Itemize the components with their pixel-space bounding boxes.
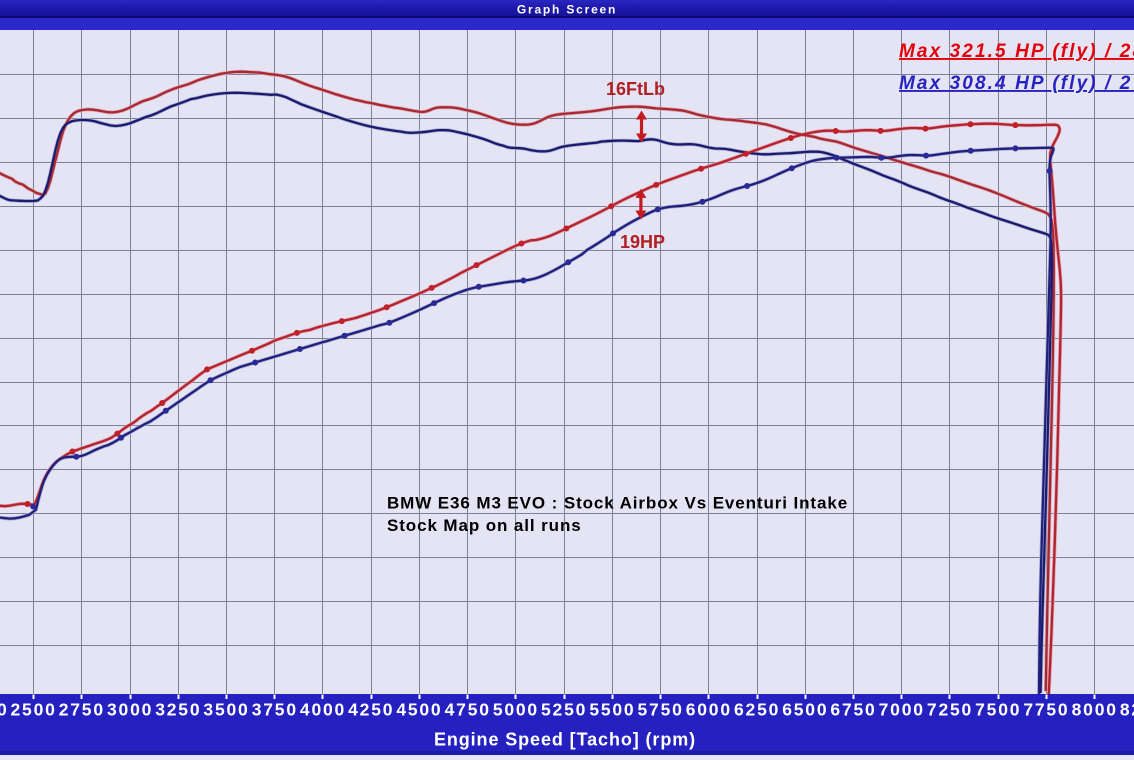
svg-text:6250: 6250 [734,700,780,720]
svg-text:6000: 6000 [686,700,732,720]
svg-text:4500: 4500 [396,700,442,720]
svg-text:4250: 4250 [348,700,394,720]
svg-text:6750: 6750 [830,700,876,720]
svg-text:5250: 5250 [541,700,587,720]
svg-text:Max 308.4 HP (fly) / 271.3 FtL: Max 308.4 HP (fly) / 271.3 FtLb [899,73,1134,94]
svg-text:Engine Speed [Tacho] (rpm): Engine Speed [Tacho] (rpm) [434,730,696,750]
svg-text:7500: 7500 [975,700,1021,720]
svg-text:5000: 5000 [493,700,539,720]
svg-text:4750: 4750 [445,700,491,720]
svg-text:3750: 3750 [252,700,298,720]
svg-text:2250: 2250 [0,700,8,720]
svg-text:2750: 2750 [59,700,105,720]
svg-text:7000: 7000 [879,700,925,720]
svg-text:2500: 2500 [11,700,57,720]
svg-text:BMW E36 M3 EVO : Stock Airbox: BMW E36 M3 EVO : Stock Airbox Vs Eventur… [387,494,848,513]
svg-text:8250: 8250 [1120,700,1134,720]
svg-text:7250: 7250 [927,700,973,720]
svg-text:16FtLb: 16FtLb [606,79,665,99]
svg-text:3000: 3000 [107,700,153,720]
svg-text:Max 321.5 HP (fly) / 282.4 FtL: Max 321.5 HP (fly) / 282.4 FtLb [899,41,1134,62]
svg-text:4000: 4000 [300,700,346,720]
svg-text:19HP: 19HP [620,232,665,252]
svg-text:3500: 3500 [203,700,249,720]
svg-text:3250: 3250 [155,700,201,720]
svg-text:6500: 6500 [782,700,828,720]
svg-text:7750: 7750 [1023,700,1069,720]
svg-text:Graph Screen: Graph Screen [517,3,617,17]
svg-text:5500: 5500 [589,700,635,720]
svg-text:Stock Map on all runs: Stock Map on all runs [387,516,582,535]
svg-text:5750: 5750 [638,700,684,720]
svg-text:8000: 8000 [1072,700,1118,720]
